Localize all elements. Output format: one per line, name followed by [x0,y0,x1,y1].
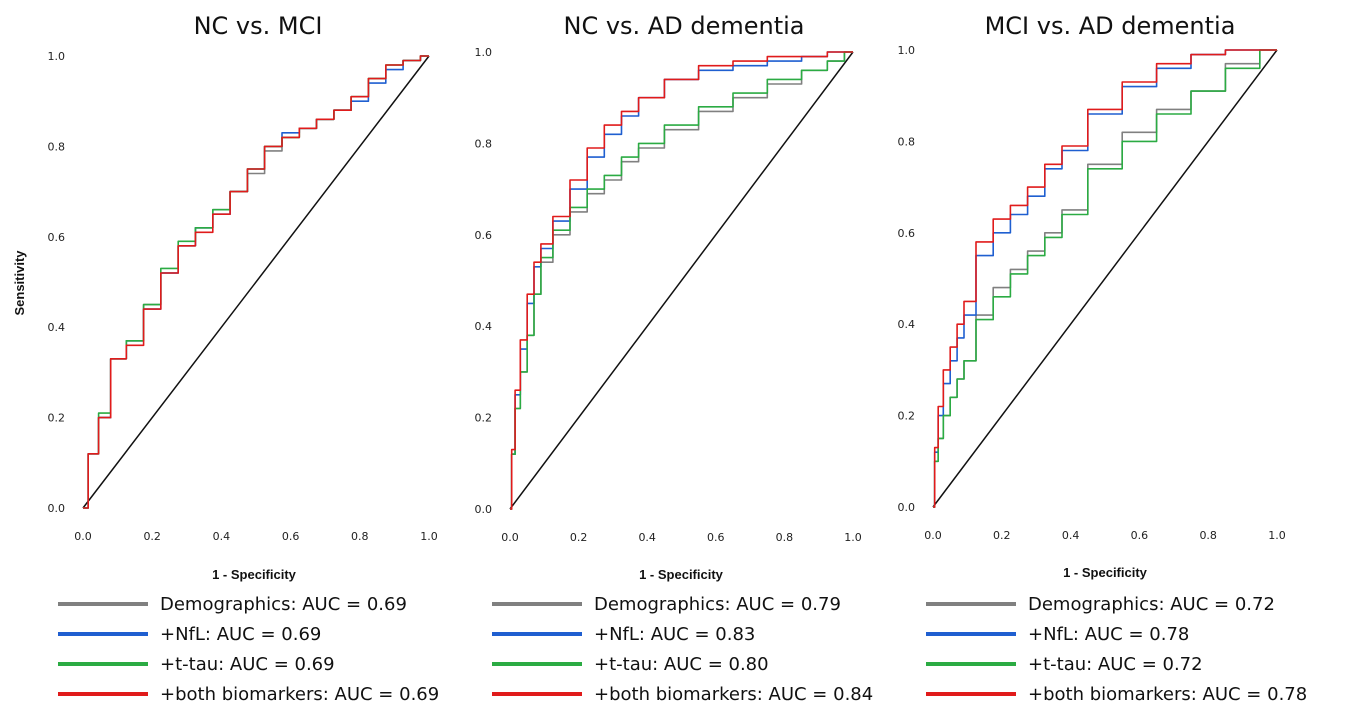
x-tick-label: 0.2 [570,531,588,544]
x-tick-label: 0.0 [924,529,942,542]
legend-entry-demographics: Demographics: AUC = 0.69 [160,594,407,615]
y-tick-label: 1.0 [475,46,493,59]
y-tick-label: 0.8 [48,140,66,153]
panel-title: NC vs. MCI [194,12,323,40]
legend-entry-demographics: Demographics: AUC = 0.79 [594,594,841,615]
x-tick-label: 0.2 [143,530,161,543]
y-tick-label: 0.2 [898,410,916,423]
y-tick-label: 0.2 [48,412,66,425]
legend-entry-nfl: +NfL: AUC = 0.69 [160,624,321,645]
legend-entry-both: +both biomarkers: AUC = 0.69 [160,684,439,705]
x-axis-label: 1 - Specificity [212,567,297,582]
y-tick-label: 0.8 [475,137,493,150]
x-tick-label: 1.0 [844,531,862,544]
y-tick-label: 0.6 [48,231,66,244]
roc-curve-both [510,51,853,510]
roc-curve-ttau [510,51,853,510]
roc-curve-ttau [933,49,1277,508]
legend-nc-vs-ad-dementia: Demographics: AUC = 0.79 +NfL: AUC = 0.8… [492,594,873,705]
x-tick-label: 0.4 [638,531,656,544]
y-tick-label: 0.6 [475,229,493,242]
panel-title: NC vs. AD dementia [564,12,805,40]
y-tick-label: 0.0 [475,503,493,516]
x-tick-label: 0.2 [993,529,1011,542]
x-tick-label: 0.0 [74,530,92,543]
y-tick-label: 0.4 [898,318,916,331]
x-tick-label: 0.4 [1062,529,1080,542]
x-tick-label: 0.4 [213,530,231,543]
x-tick-label: 0.6 [707,531,725,544]
roc-curve-both [83,55,429,509]
legend-entry-ttau: +t-tau: AUC = 0.80 [594,654,769,675]
x-tick-label: 0.0 [501,531,519,544]
y-axis-label: Sensitivity [12,250,27,316]
y-tick-label: 0.2 [475,412,493,425]
roc-panel-mci-vs-ad-dementia: MCI vs. AD dementia 1 - Specificity 0.0 0… [898,12,1286,580]
y-tick-label: 0.0 [48,502,66,515]
reference-diagonal [932,49,1278,508]
x-axis-label: 1 - Specificity [1063,565,1148,580]
legend-entry-demographics: Demographics: AUC = 0.72 [1028,594,1275,615]
x-tick-label: 0.6 [1131,529,1149,542]
y-tick-label: 0.0 [898,501,916,514]
x-tick-label: 1.0 [420,530,438,543]
legend-mci-vs-ad-dementia: Demographics: AUC = 0.72 +NfL: AUC = 0.7… [926,594,1307,705]
reference-diagonal [509,51,854,510]
y-tick-label: 1.0 [48,50,66,63]
roc-curve-both [933,49,1277,508]
legend-entry-nfl: +NfL: AUC = 0.78 [1028,624,1189,645]
roc-panel-nc-vs-mci: NC vs. MCI Sensitivity 1 - Specificity 0… [12,12,438,582]
reference-diagonal [82,55,430,509]
x-tick-label: 0.8 [351,530,369,543]
y-tick-label: 0.4 [48,321,66,334]
y-tick-label: 0.6 [898,227,916,240]
legend-entry-nfl: +NfL: AUC = 0.83 [594,624,755,645]
y-tick-label: 1.0 [898,44,916,57]
legend-nc-vs-mci: Demographics: AUC = 0.69 +NfL: AUC = 0.6… [58,594,439,705]
y-tick-label: 0.4 [475,320,493,333]
roc-curve-nfl [510,51,853,510]
x-tick-label: 1.0 [1268,529,1286,542]
x-axis-label: 1 - Specificity [639,567,724,582]
y-tick-label: 0.8 [898,135,916,148]
x-tick-label: 0.6 [282,530,300,543]
panel-title: MCI vs. AD dementia [985,12,1236,40]
legend-entry-both: +both biomarkers: AUC = 0.78 [1028,684,1307,705]
legend-entry-ttau: +t-tau: AUC = 0.72 [1028,654,1203,675]
x-tick-label: 0.8 [776,531,794,544]
x-tick-label: 0.8 [1199,529,1217,542]
roc-panel-nc-vs-ad-dementia: NC vs. AD dementia 1 - Specificity 0.0 0.… [475,12,862,582]
legend-entry-both: +both biomarkers: AUC = 0.84 [594,684,873,705]
legend-entry-ttau: +t-tau: AUC = 0.69 [160,654,335,675]
roc-curve-nfl [933,49,1277,508]
